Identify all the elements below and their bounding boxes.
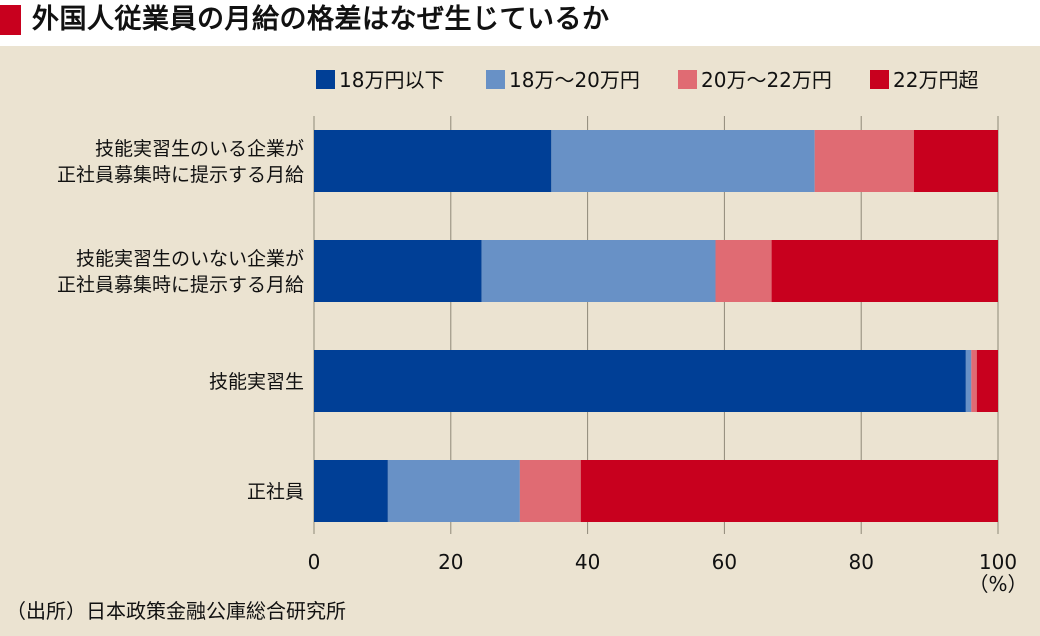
x-axis-ticks: 0 20 40 60 80 100 <box>308 550 1017 574</box>
chart-panel: 18万円以下 18万～20万円 20万～22万円 22万円超 技能実習生のいる企業が正… <box>0 46 1040 636</box>
bar-segment-2-2 <box>971 350 977 412</box>
bar-segment-2-1 <box>965 350 972 412</box>
tick-label-40: 40 <box>575 550 600 574</box>
chart-header: 外国人従業員の月給の格差はなぜ生じているか <box>0 0 1040 46</box>
tick-label-60: 60 <box>712 550 737 574</box>
bar-segment-3-3 <box>580 460 998 522</box>
legend-label-2: 20万～22万円 <box>701 68 832 92</box>
category-label-1-0: 技能実習生のいない企業が <box>76 248 304 270</box>
category-label-0-1: 正社員募集時に提示する月給 <box>57 164 304 186</box>
bar-segment-2-3 <box>976 350 998 412</box>
bar-segment-0-2 <box>814 130 914 192</box>
tick-label-0: 0 <box>308 550 321 574</box>
legend-label-3: 22万円超 <box>893 68 978 92</box>
stacked-bar-chart: 18万円以下 18万～20万円 20万～22万円 22万円超 技能実習生のいる企業が正… <box>57 68 1028 596</box>
bar-segment-0-3 <box>913 130 998 192</box>
category-label-0-0: 技能実習生のいる企業が <box>95 138 304 160</box>
unit-label: （%） <box>968 572 1027 596</box>
chart-title: 外国人従業員の月給の格差はなぜ生じているか <box>32 4 610 35</box>
bar-segment-0-0 <box>314 130 552 192</box>
legend-swatch-1 <box>486 70 505 89</box>
category-label-3-0: 正社員 <box>247 481 304 503</box>
bar-segment-1-3 <box>771 240 998 302</box>
category-label-2-0: 技能実習生 <box>209 371 304 393</box>
bar-segment-3-0 <box>314 460 388 522</box>
tick-label-80: 80 <box>848 550 873 574</box>
tick-label-20: 20 <box>438 550 463 574</box>
bar-segment-0-1 <box>551 130 815 192</box>
category-label-1-1: 正社員募集時に提示する月給 <box>57 274 304 296</box>
source-note: （出所）日本政策金融公庫総合研究所 <box>6 599 346 623</box>
bar-segment-1-0 <box>314 240 482 302</box>
legend-swatch-0 <box>316 70 335 89</box>
bar-segment-1-2 <box>715 240 772 302</box>
tick-label-100: 100 <box>979 550 1017 574</box>
bar-segment-3-2 <box>519 460 581 522</box>
category-labels: 技能実習生のいる企業が正社員募集時に提示する月給技能実習生のいない企業が正社員募… <box>57 138 304 503</box>
bar-segment-1-1 <box>481 240 716 302</box>
legend-label-0: 18万円以下 <box>339 68 444 92</box>
bars <box>314 130 998 522</box>
legend-swatch-3 <box>870 70 889 89</box>
legend-label-1: 18万～20万円 <box>509 68 640 92</box>
legend: 18万円以下 18万～20万円 20万～22万円 22万円超 <box>316 68 978 92</box>
legend-swatch-2 <box>678 70 697 89</box>
bar-segment-2-0 <box>314 350 966 412</box>
bar-segment-3-1 <box>387 460 520 522</box>
title-marker <box>0 5 21 35</box>
